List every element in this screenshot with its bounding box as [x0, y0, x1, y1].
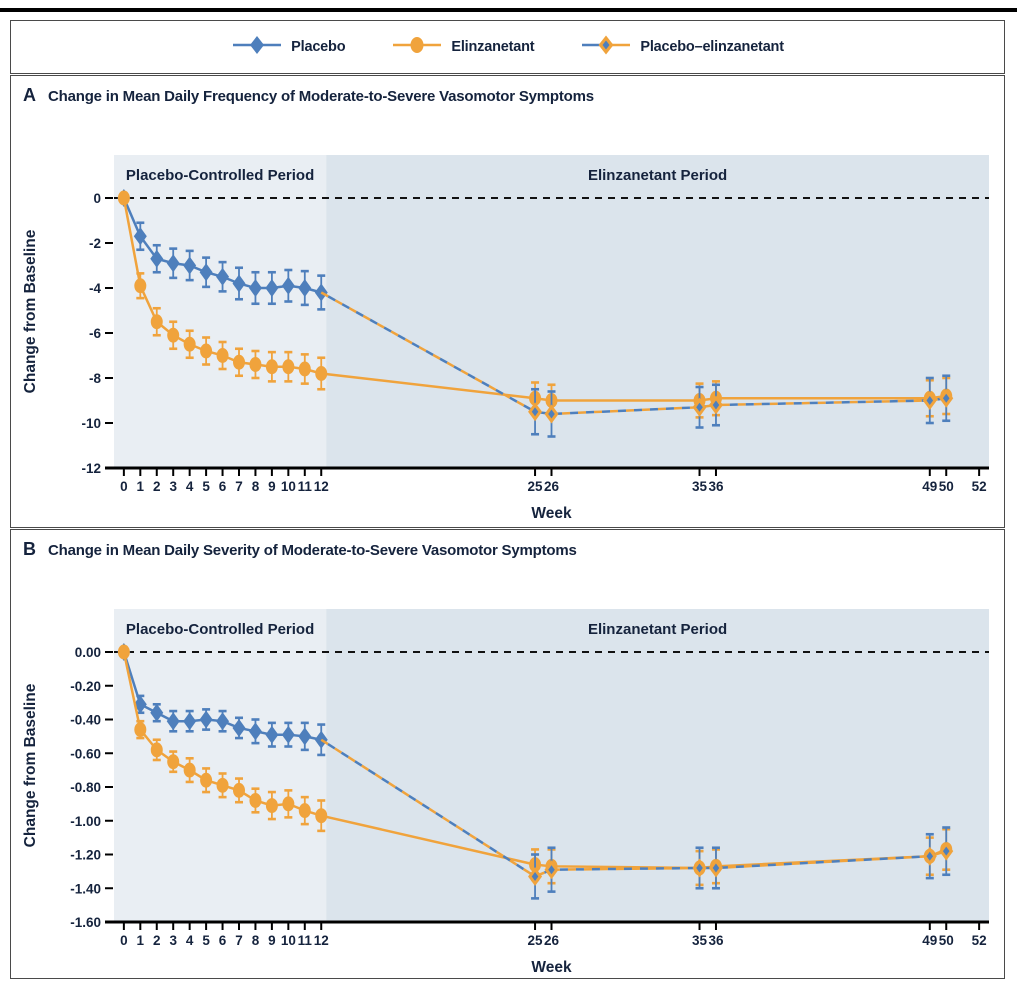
- svg-text:5: 5: [202, 479, 210, 494]
- svg-text:1: 1: [137, 479, 145, 494]
- duo-diamond-icon: [580, 34, 632, 61]
- svg-text:6: 6: [219, 933, 227, 948]
- svg-text:Elinzanetant Period: Elinzanetant Period: [588, 621, 727, 638]
- svg-text:-0.80: -0.80: [70, 780, 101, 795]
- legend-item-elinzanetant: Elinzanetant: [391, 34, 535, 61]
- svg-text:-12: -12: [81, 461, 101, 476]
- svg-text:25: 25: [528, 933, 544, 948]
- svg-text:49: 49: [922, 933, 937, 948]
- svg-text:1: 1: [137, 933, 145, 948]
- blue-diamond-icon: [231, 34, 283, 61]
- panel-b-title: Change in Mean Daily Severity of Moderat…: [48, 542, 577, 559]
- svg-text:-4: -4: [89, 281, 101, 296]
- svg-text:Placebo-Controlled Period: Placebo-Controlled Period: [126, 167, 314, 184]
- panel-letter: B: [23, 539, 36, 559]
- svg-text:9: 9: [268, 933, 276, 948]
- svg-text:10: 10: [281, 479, 296, 494]
- legend-item-placebo-elinzanetant: Placebo–elinzanetant: [580, 34, 784, 61]
- svg-text:12: 12: [314, 479, 329, 494]
- svg-text:-1.40: -1.40: [70, 881, 101, 896]
- svg-text:52: 52: [972, 479, 987, 494]
- svg-text:Change from Baseline: Change from Baseline: [22, 229, 39, 393]
- svg-text:49: 49: [922, 479, 937, 494]
- svg-text:-6: -6: [89, 326, 101, 341]
- svg-text:11: 11: [298, 479, 313, 494]
- panel-a: A Change in Mean Daily Frequency of Mode…: [10, 75, 1005, 528]
- svg-text:-1.00: -1.00: [70, 814, 101, 829]
- svg-text:0: 0: [120, 933, 128, 948]
- svg-text:0: 0: [120, 479, 128, 494]
- svg-text:52: 52: [972, 933, 987, 948]
- legend-label: Elinzanetant: [451, 39, 535, 55]
- svg-text:35: 35: [692, 479, 708, 494]
- svg-text:-10: -10: [81, 416, 101, 431]
- panel-b-header: B Change in Mean Daily Severity of Moder…: [11, 530, 1004, 560]
- svg-text:26: 26: [544, 933, 560, 948]
- svg-text:-2: -2: [89, 236, 101, 251]
- svg-text:11: 11: [298, 933, 313, 948]
- svg-text:-1.60: -1.60: [70, 915, 101, 930]
- panel-a-header: A Change in Mean Daily Frequency of Mode…: [11, 76, 1004, 106]
- svg-text:12: 12: [314, 933, 329, 948]
- panel-letter: A: [23, 85, 36, 105]
- svg-text:7: 7: [235, 479, 243, 494]
- frequency-chart: Placebo-Controlled Period Elinzanetant Pe…: [22, 155, 990, 522]
- legend-label: Placebo: [291, 39, 346, 55]
- svg-text:Week: Week: [531, 505, 572, 522]
- svg-text:0: 0: [93, 191, 101, 206]
- svg-text:50: 50: [939, 933, 954, 948]
- svg-text:-0.60: -0.60: [70, 746, 101, 761]
- svg-text:50: 50: [939, 479, 954, 494]
- svg-text:2: 2: [153, 933, 161, 948]
- svg-text:Elinzanetant Period: Elinzanetant Period: [588, 167, 727, 184]
- top-rule: [0, 8, 1017, 12]
- panel-b: B Change in Mean Daily Severity of Moder…: [10, 529, 1005, 979]
- legend: Placebo Elinzanetant Placebo–elinzanetan…: [10, 20, 1005, 74]
- legend-label: Placebo–elinzanetant: [640, 39, 784, 55]
- svg-text:-1.20: -1.20: [70, 848, 101, 863]
- svg-text:3: 3: [169, 479, 177, 494]
- svg-text:-0.40: -0.40: [70, 713, 101, 728]
- svg-text:8: 8: [252, 479, 260, 494]
- svg-text:Week: Week: [531, 959, 572, 976]
- svg-text:36: 36: [708, 933, 724, 948]
- svg-text:5: 5: [202, 933, 210, 948]
- svg-text:9: 9: [268, 479, 276, 494]
- svg-text:4: 4: [186, 479, 194, 494]
- svg-text:7: 7: [235, 933, 243, 948]
- svg-text:-0.20: -0.20: [70, 679, 101, 694]
- severity-chart: Placebo-Controlled Period Elinzanetant Pe…: [22, 609, 990, 976]
- svg-text:26: 26: [544, 479, 560, 494]
- svg-text:10: 10: [281, 933, 296, 948]
- svg-text:-8: -8: [89, 371, 101, 386]
- svg-text:2: 2: [153, 479, 161, 494]
- legend-item-placebo: Placebo: [231, 34, 346, 61]
- svg-text:3: 3: [169, 933, 177, 948]
- svg-text:Placebo-Controlled Period: Placebo-Controlled Period: [126, 621, 314, 638]
- svg-text:25: 25: [528, 479, 544, 494]
- panel-a-title: Change in Mean Daily Frequency of Modera…: [48, 88, 594, 105]
- panel-a-chart: Placebo-Controlled Period Elinzanetant Pe…: [11, 110, 1003, 529]
- svg-text:36: 36: [708, 479, 724, 494]
- svg-text:0.00: 0.00: [75, 645, 101, 660]
- svg-text:35: 35: [692, 933, 708, 948]
- svg-text:Change from Baseline: Change from Baseline: [22, 683, 39, 847]
- svg-text:4: 4: [186, 933, 194, 948]
- orange-circle-icon: [391, 34, 443, 61]
- svg-text:8: 8: [252, 933, 260, 948]
- svg-text:6: 6: [219, 479, 227, 494]
- panel-b-chart: Placebo-Controlled Period Elinzanetant Pe…: [11, 564, 1003, 983]
